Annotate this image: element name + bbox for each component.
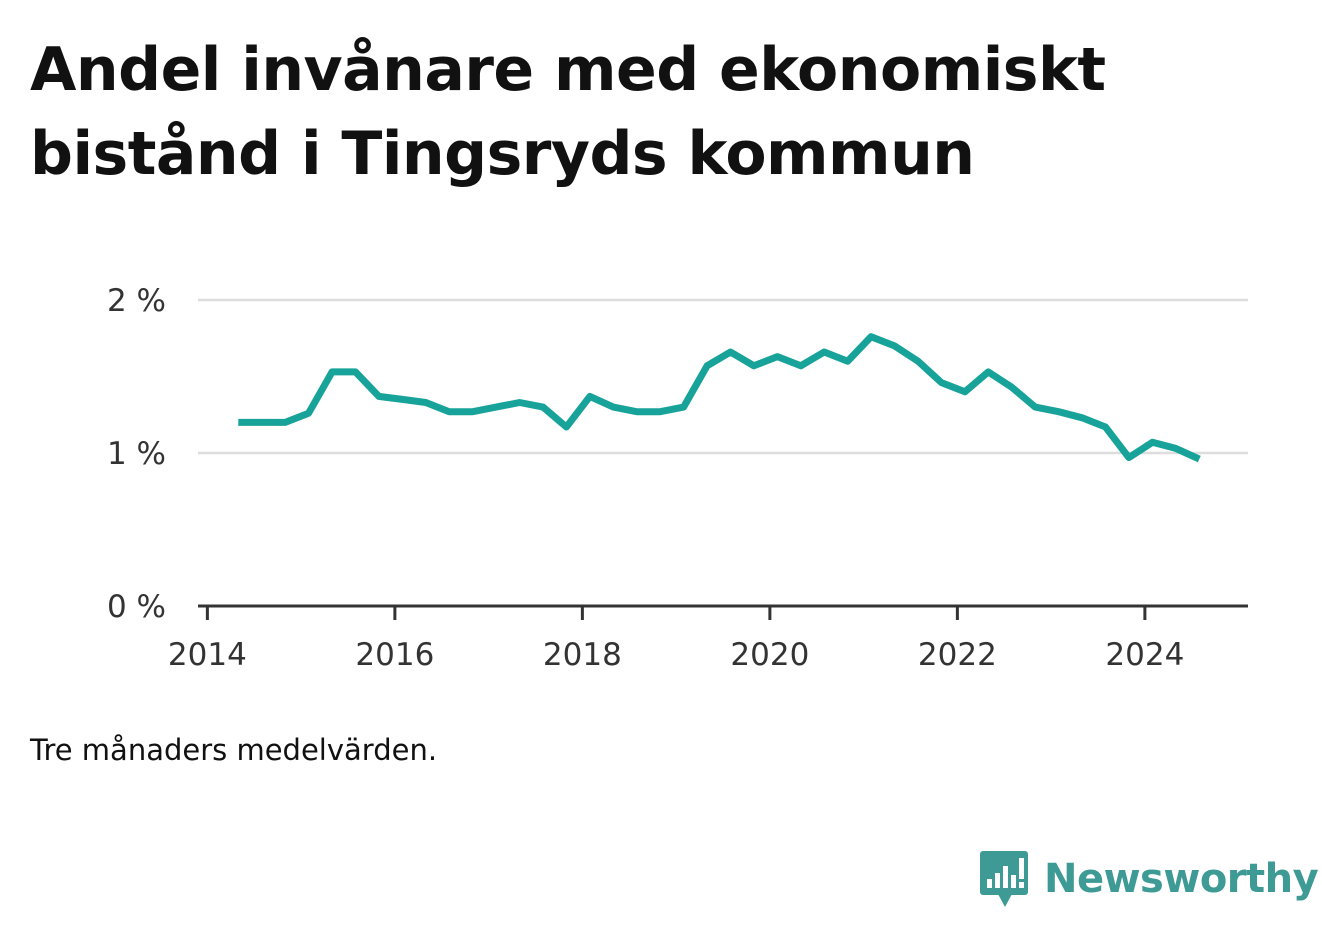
x-tick-label-2: 2018 [543, 637, 622, 673]
chart-title-line-1: Andel invånare med ekonomiskt [30, 35, 1106, 105]
x-tick-label-0: 2014 [168, 637, 247, 673]
series-line-0 [238, 333, 1201, 463]
chart-note: Tre månaders medelvärden. [30, 733, 438, 767]
chart-title-line-2: bistånd i Tingsryds kommun [30, 119, 975, 189]
x-tick-label-1: 2016 [355, 637, 434, 673]
bar-chart-speech-bubble-icon [980, 851, 1028, 907]
x-tick-label-3: 2020 [730, 637, 809, 673]
line-chart: 0 % 1 % 2 % 2014 2016 2018 2020 2022 2024 [107, 283, 1248, 673]
x-tick-label-5: 2024 [1105, 637, 1184, 673]
y-tick-label-2: 2 % [107, 283, 166, 319]
gridlines [198, 298, 1248, 455]
y-axis: 0 % 1 % 2 % [107, 283, 166, 625]
series-group [238, 333, 1201, 463]
x-axis: 2014 2016 2018 2020 2022 2024 [168, 604, 1248, 673]
x-tick-label-4: 2022 [918, 637, 997, 673]
chart-title: Andel invånare med ekonomiskt bistånd i … [30, 28, 1230, 196]
y-tick-label-0: 0 % [107, 589, 166, 625]
brand-name: Newsworthy [1044, 856, 1319, 902]
brand-logo: Newsworthy [980, 848, 1319, 910]
y-tick-label-1: 1 % [107, 436, 166, 472]
